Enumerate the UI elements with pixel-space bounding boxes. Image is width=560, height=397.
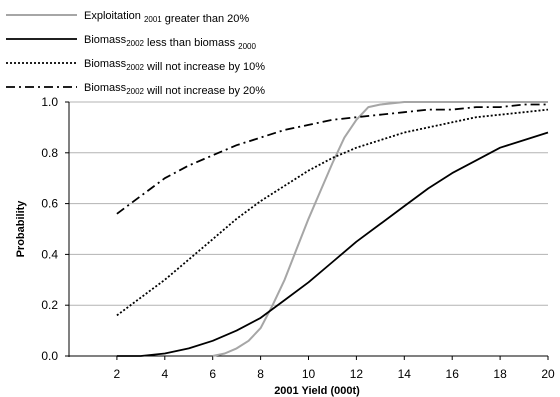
x-tick-label: 10	[302, 367, 316, 381]
y-tick-label: 0.8	[41, 146, 58, 160]
y-tick-label: 0.2	[41, 298, 58, 312]
legend-item: Biomass2002 will not increase by 20%	[6, 82, 265, 97]
legend-item: Biomass2002 will not increase by 10%	[6, 58, 265, 73]
chart-axes	[68, 102, 548, 357]
x-tick-label: 14	[398, 367, 412, 381]
y-tick-label: 0.0	[41, 349, 58, 363]
legend-label: Biomass2002 less than biomass 2000	[84, 34, 256, 51]
x-tick-label: 16	[446, 367, 460, 381]
legend-label: Biomass2002 will not increase by 10%	[84, 58, 265, 73]
x-axis-title: 2001 Yield (000t)	[274, 385, 360, 397]
legend-label: Exploitation 2001 greater than 20%	[84, 10, 249, 25]
y-axis-ticks: 0.0 0.2 0.4 0.6 0.8 1.0	[41, 95, 69, 363]
series-line-4	[116, 103, 548, 215]
gridlines	[69, 101, 548, 306]
legend-item: Exploitation 2001 greater than 20%	[6, 10, 249, 25]
x-tick-label: 20	[541, 367, 555, 381]
series-line-3	[116, 108, 549, 317]
x-tick-label: 18	[493, 367, 507, 381]
series-line-1	[212, 101, 548, 357]
legend-item: Biomass2002 less than biomass 2000	[6, 34, 256, 51]
y-tick-label: 0.4	[41, 247, 58, 261]
x-tick-label: 4	[161, 367, 168, 381]
x-tick-label: 12	[350, 367, 364, 381]
series-line-2	[116, 131, 549, 357]
series-lines	[116, 101, 549, 357]
x-tick-label: 8	[257, 367, 264, 381]
chart-legend: Exploitation 2001 greater than 20% Biomas…	[6, 10, 265, 97]
x-axis-ticks: 2 4 6 8 10 12 14 16 18 20	[114, 356, 555, 381]
y-tick-label: 0.6	[41, 197, 58, 211]
legend-label: Biomass2002 will not increase by 20%	[84, 82, 265, 97]
x-tick-label: 2	[114, 367, 121, 381]
y-axis-title: Probability	[15, 200, 27, 258]
y-tick-label: 1.0	[41, 95, 58, 109]
x-tick-label: 6	[209, 367, 216, 381]
